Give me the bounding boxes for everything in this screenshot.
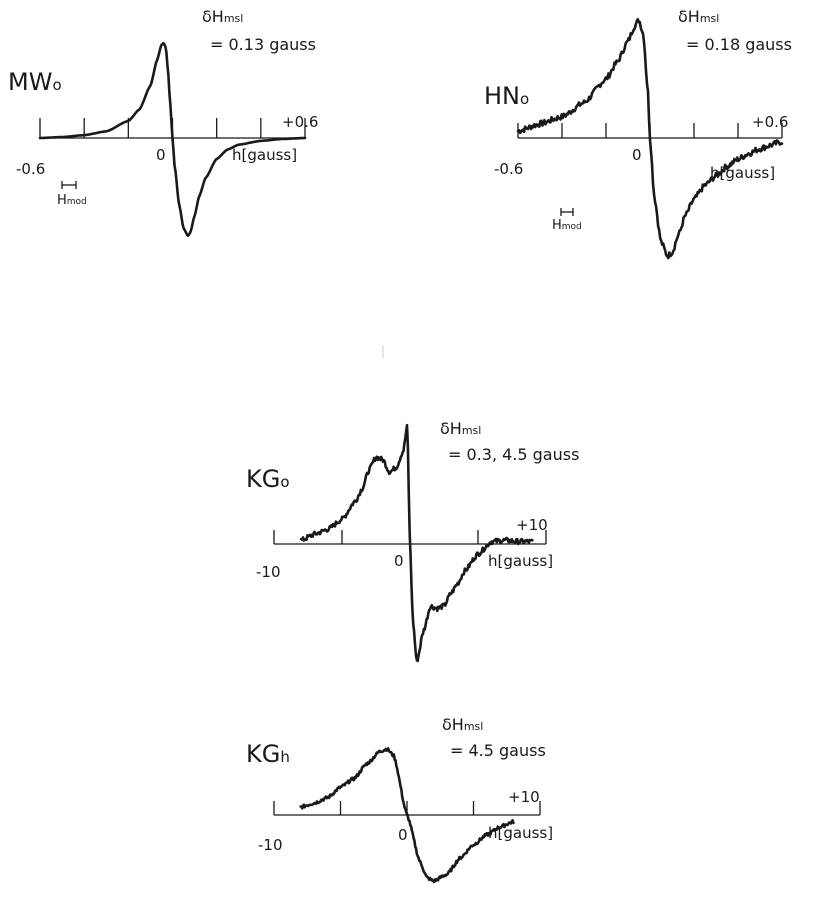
- x-axis-label: h[gauss]: [232, 146, 297, 164]
- x-axis-label: h[gauss]: [488, 552, 553, 570]
- curve-line: [516, 18, 784, 260]
- x-axis-label: h[gauss]: [488, 824, 553, 842]
- tick-label-left: -0.6: [494, 160, 523, 178]
- tick-label-left: -10: [256, 563, 281, 581]
- panel-title: MWo: [8, 68, 62, 96]
- title-sub: h: [280, 748, 290, 766]
- title-main: MW: [8, 68, 52, 96]
- curve-line: [299, 423, 534, 663]
- tick-label-left: -0.6: [16, 160, 45, 178]
- title-sub: o: [520, 90, 529, 108]
- title-main: HN: [484, 82, 520, 110]
- linewidth-sub: msl: [224, 12, 244, 25]
- linewidth-label: δHmsl: [440, 419, 481, 438]
- hmod-label: Hmod: [552, 218, 582, 233]
- panel-title: KGh: [246, 740, 290, 768]
- linewidth-label: δHmsl: [202, 7, 243, 26]
- title-sub: o: [280, 473, 289, 491]
- panel-title: HNo: [484, 82, 529, 110]
- title-sub: o: [52, 76, 61, 94]
- linewidth-sub: msl: [464, 720, 484, 733]
- panel-title: KGo: [246, 465, 290, 493]
- tick-label-right: +0.6: [752, 113, 788, 131]
- title-main: KG: [246, 740, 280, 768]
- linewidth-value: = 0.18 gauss: [686, 35, 792, 54]
- linewidth-value: = 0.13 gauss: [210, 35, 316, 54]
- panel-kgo: KGo δHmsl = 0.3, 4.5 gauss -10 0 +10 h[g…: [246, 419, 579, 663]
- tick-label-zero: 0: [398, 826, 408, 844]
- tick-label-right: +0.6: [282, 113, 318, 131]
- hmod-marker: Hmod: [552, 208, 582, 233]
- tick-label-right: +10: [508, 788, 540, 806]
- tick-label-left: -10: [258, 836, 283, 854]
- linewidth-value: = 4.5 gauss: [450, 741, 546, 760]
- curve-line: [38, 41, 307, 237]
- linewidth-main: δH: [442, 715, 464, 734]
- panel-kgh: KGh δHmsl = 4.5 gauss -10 0 +10 h[gauss]: [246, 715, 553, 884]
- linewidth-label: δHmsl: [442, 715, 483, 734]
- tick-label-zero: 0: [632, 146, 642, 164]
- panel-mwo: MWo δHmsl = 0.13 gauss -0.6 0 +0.6 h[gau…: [8, 7, 318, 237]
- linewidth-sub: msl: [700, 12, 720, 25]
- hmod-marker: Hmod: [57, 181, 87, 208]
- tick-label-zero: 0: [394, 552, 404, 570]
- curve-line: [299, 747, 515, 884]
- linewidth-label: δHmsl: [678, 7, 719, 26]
- linewidth-main: δH: [678, 7, 700, 26]
- linewidth-main: δH: [440, 419, 462, 438]
- linewidth-sub: msl: [462, 424, 482, 437]
- hmod-label: Hmod: [57, 193, 87, 208]
- tick-label-zero: 0: [156, 146, 166, 164]
- linewidth-main: δH: [202, 7, 224, 26]
- tick-label-right: +10: [516, 516, 548, 534]
- title-main: KG: [246, 465, 280, 493]
- panel-hno: HNo δHmsl = 0.18 gauss -0.6 0 +0.6 h[gau…: [484, 7, 792, 260]
- linewidth-value: = 0.3, 4.5 gauss: [448, 445, 579, 464]
